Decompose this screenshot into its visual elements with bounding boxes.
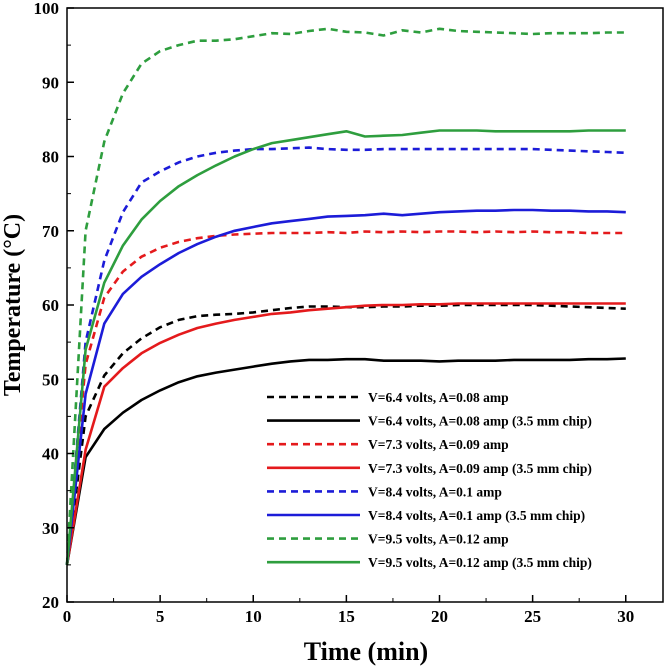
- legend-label-2: V=7.3 volts, A=0.09 amp: [368, 437, 509, 452]
- legend-label-4: V=8.4 volts, A=0.1 amp: [368, 484, 502, 499]
- x-axis: 0 5 10 15 20 25 30: [63, 595, 634, 626]
- legend-label-0: V=6.4 volts, A=0.08 amp: [368, 390, 509, 405]
- x-tick-label-4: 20: [431, 607, 448, 626]
- y-axis: 20 30 40 50 60 70 80 90 100: [34, 0, 74, 612]
- series-line-7: [65, 129, 626, 566]
- legend: V=6.4 volts, A=0.08 amp V=6.4 volts, A=0.…: [267, 390, 592, 570]
- series-line-6: [65, 27, 626, 565]
- series-line-2: [65, 230, 626, 566]
- x-axis-title: Time (min): [304, 637, 428, 666]
- y-tick-label-2: 40: [42, 445, 59, 464]
- y-tick-label-4: 60: [42, 296, 59, 315]
- y-tick-label-5: 70: [42, 222, 59, 241]
- legend-label-6: V=9.5 volts, A=0.12 amp: [368, 532, 509, 547]
- series-line-1: [65, 357, 626, 566]
- x-tick-label-1: 5: [156, 607, 165, 626]
- y-tick-label-1: 30: [42, 519, 59, 538]
- legend-label-5: V=8.4 volts, A=0.1 amp (3.5 mm chip): [368, 508, 585, 523]
- y-tick-label-7: 90: [42, 73, 59, 92]
- y-axis-title: Temperature (°C): [0, 214, 26, 396]
- x-tick-label-6: 30: [617, 607, 634, 626]
- y-tick-label-6: 80: [42, 148, 59, 167]
- y-tick-label-0: 20: [42, 593, 59, 612]
- legend-label-1: V=6.4 volts, A=0.08 amp (3.5 mm chip): [368, 414, 592, 429]
- x-tick-label-0: 0: [63, 607, 72, 626]
- series-line-3: [65, 302, 626, 566]
- series-line-0: [65, 303, 626, 566]
- x-tick-label-2: 10: [245, 607, 262, 626]
- series-line-5: [65, 208, 626, 566]
- y-tick-label-8: 100: [34, 0, 60, 18]
- x-tick-label-5: 25: [524, 607, 541, 626]
- series-line-4: [65, 146, 626, 566]
- legend-label-7: V=9.5 volts, A=0.12 amp (3.5 mm chip): [368, 555, 592, 570]
- legend-label-3: V=7.3 volts, A=0.09 amp (3.5 mm chip): [368, 461, 592, 476]
- y-tick-label-3: 50: [42, 370, 59, 389]
- x-tick-label-3: 15: [338, 607, 355, 626]
- data-lines: [65, 27, 626, 566]
